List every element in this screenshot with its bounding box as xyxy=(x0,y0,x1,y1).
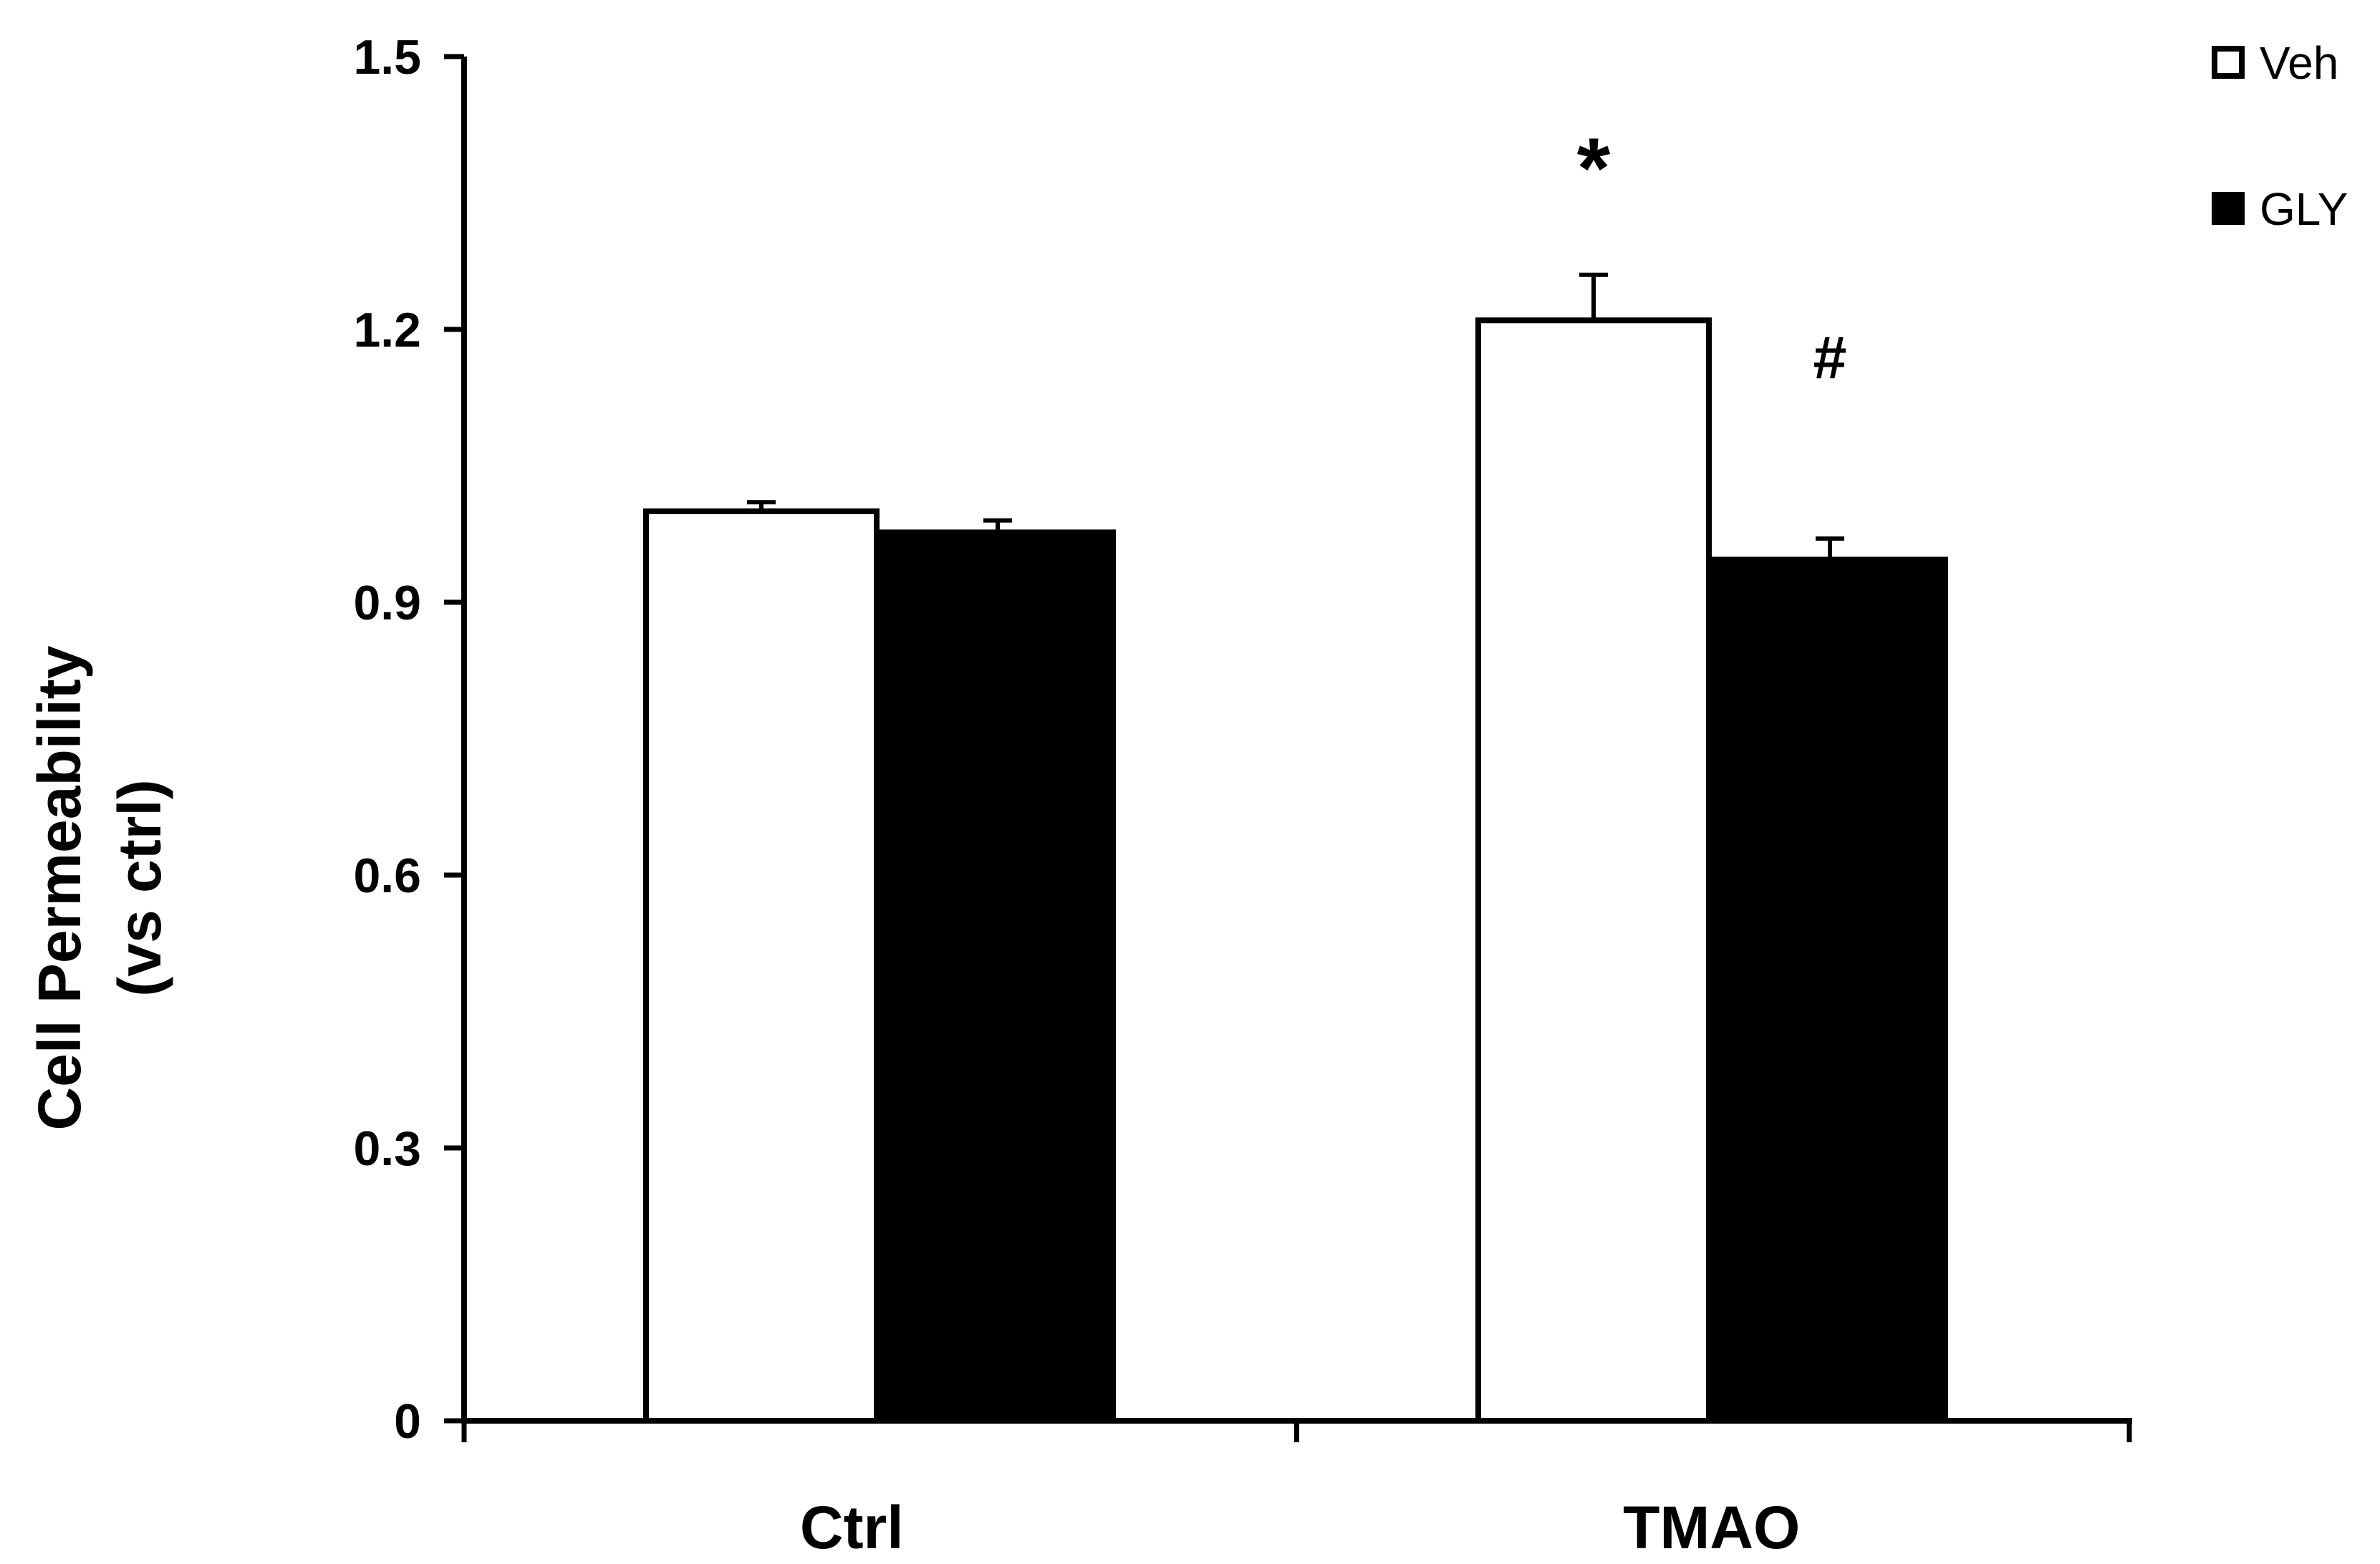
x-category-label-tmao: TMAO xyxy=(1623,1494,1800,1561)
y-axis-title-line-2: (vs ctrl) xyxy=(106,779,173,996)
x-category-label-ctrl: Ctrl xyxy=(800,1494,904,1561)
labels-layer: 0 0.3 0.6 0.9 1.2 1.5 Ctrl TMAO * # Cell Permeabil… xyxy=(26,30,1846,1561)
legend-label-veh: Veh xyxy=(2260,37,2338,89)
bar-gly-ctrl xyxy=(880,529,1116,1421)
y-tick-label: 0.9 xyxy=(353,576,421,630)
significance-hash: # xyxy=(1813,324,1847,391)
axes-layer xyxy=(444,54,2132,1442)
y-tick-label: 0 xyxy=(394,1394,421,1449)
y-tick-label: 0.3 xyxy=(353,1121,421,1176)
bar-veh-ctrl xyxy=(643,508,880,1424)
significance-star: * xyxy=(1577,120,1611,216)
y-tick-label: 1.2 xyxy=(353,303,421,357)
y-tick-label: 1.5 xyxy=(353,30,421,85)
bar-gly-tmao xyxy=(1712,556,1948,1421)
legend: Veh GLY xyxy=(2212,37,2348,235)
y-tick-label: 0.6 xyxy=(353,849,421,903)
bars-layer xyxy=(643,272,1948,1424)
legend-swatch-gly xyxy=(2212,192,2245,225)
legend-label-gly: GLY xyxy=(2260,183,2348,235)
y-axis-title: Cell Permeability xyxy=(26,645,93,1130)
legend-swatch-veh xyxy=(2212,46,2245,79)
bar-veh-tmao xyxy=(1475,317,1712,1424)
